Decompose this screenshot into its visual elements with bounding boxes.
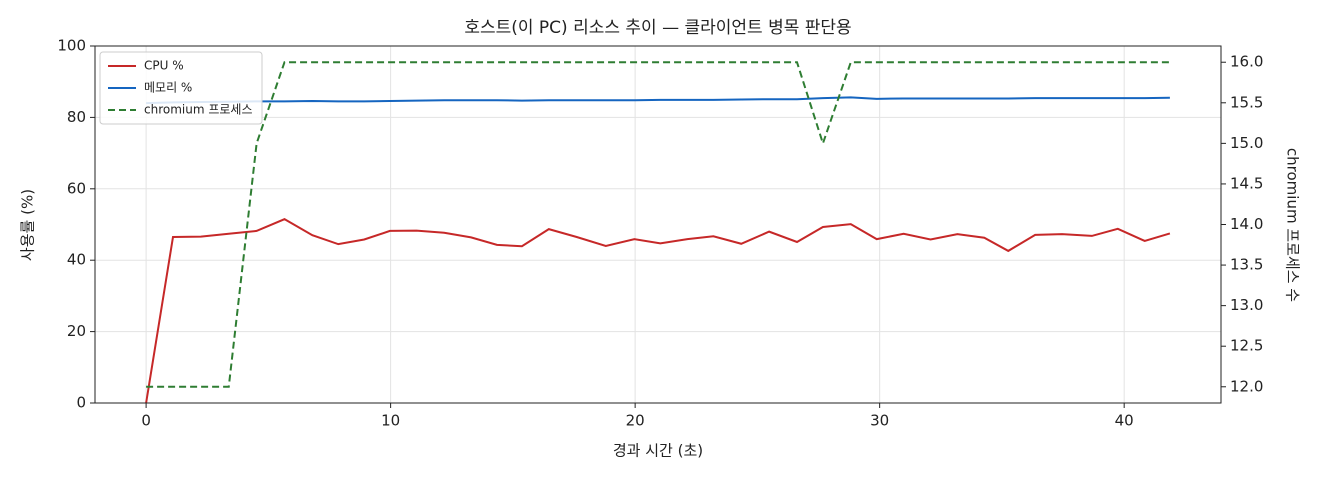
y-tick-label: 80 [67,108,86,126]
y2-tick-label: 12.0 [1230,377,1263,395]
y-tick-label: 0 [76,394,86,412]
y-tick-label: 100 [57,37,86,55]
y2-tick-label: 15.5 [1230,93,1263,111]
plot-frame [94,45,1222,404]
y-axis-label: 사용률 (%) [19,189,37,261]
y2-tick-label: 13.5 [1230,256,1263,274]
chart-title: 호스트(이 PC) 리소스 추이 — 클라이언트 병목 판단용 [464,18,851,38]
legend-box [99,51,263,125]
x-tick-label: 30 [870,412,889,430]
y2-tick-label: 15.0 [1230,134,1263,152]
legend-label: chromium 프로세스 [144,103,253,117]
y2-tick-label: 16.0 [1230,53,1263,71]
y2-axis-label: chromium 프로세스 수 [1284,148,1302,302]
legend-label: 메모리 % [144,81,192,95]
y-tick-label: 20 [67,322,86,340]
x-tick-label: 40 [1115,412,1134,430]
x-tick-label: 10 [381,412,400,430]
series-line [146,96,1170,105]
y-tick-label: 40 [67,251,86,269]
x-tick-label: 0 [141,412,151,430]
legend-label: CPU % [144,59,184,73]
x-tick-label: 20 [626,412,645,430]
y2-tick-label: 13.0 [1230,296,1263,314]
legend: CPU % 메모리 % chromium 프로세스 [99,51,263,125]
y2-tick-label: 12.5 [1230,337,1263,355]
x-axis-label: 경과 시간 (초) [613,442,703,460]
series-line [145,218,1171,404]
y-tick-label: 60 [67,179,86,197]
series-line [146,61,1170,388]
y2-tick-label: 14.0 [1230,215,1263,233]
y2-tick-label: 14.5 [1230,174,1263,192]
